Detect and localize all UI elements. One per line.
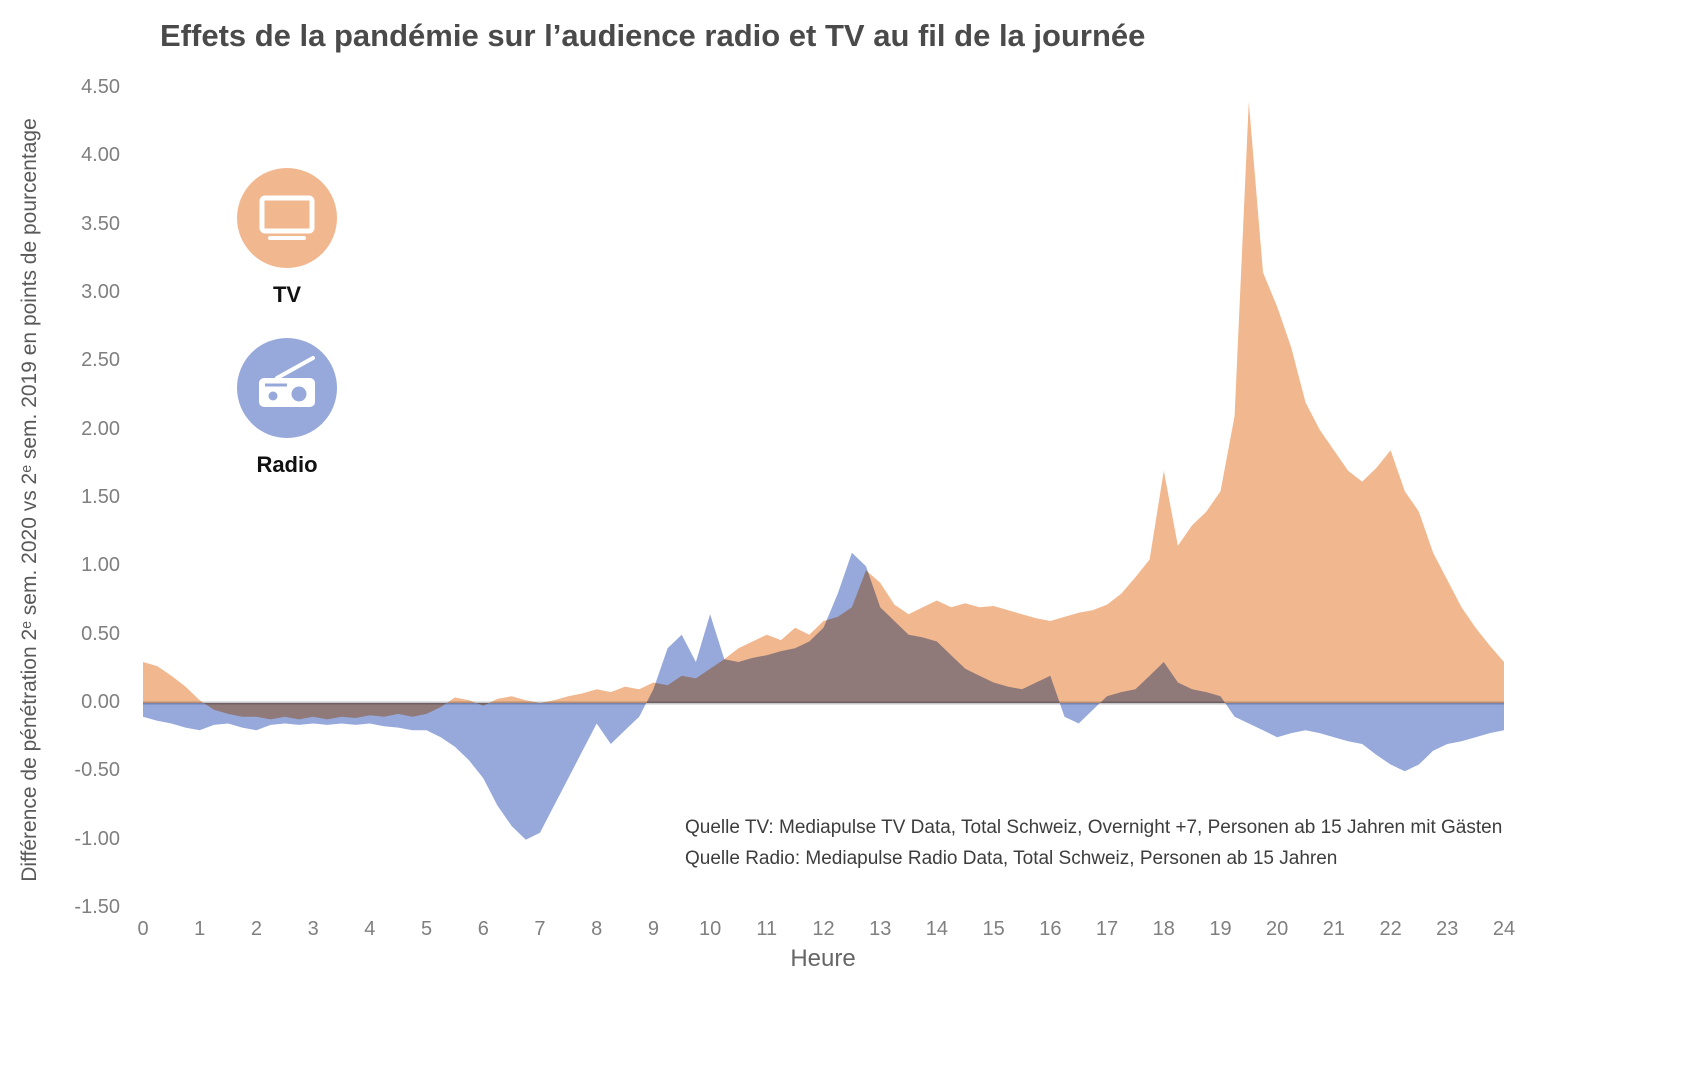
radio-legend-circle [237,338,337,438]
x-tick-label: 3 [307,918,319,940]
x-tick-label: 15 [982,918,1005,940]
tv-area-series [143,101,1504,720]
source-note-radio: Quelle Radio: Mediapulse Radio Data, Tot… [685,848,1338,869]
x-axis-title: Heure [790,945,856,972]
x-tick-label: 10 [698,918,722,940]
x-tick-label: 4 [364,918,376,940]
y-tick-label: 3.00 [81,281,120,303]
x-tick-label: 14 [925,918,949,940]
tv-legend-label: TV [272,282,302,307]
legend-item-radio: Radio [232,338,342,478]
x-tick-label: 2 [250,918,262,940]
x-tick-label: 1 [194,918,206,940]
legend: TV Radio [232,168,342,508]
x-tick-label: 11 [756,918,778,940]
source-note-tv: Quelle TV: Mediapulse TV Data, Total Sch… [685,817,1503,838]
x-tick-label: 18 [1152,918,1175,940]
y-tick-label: 4.00 [81,144,120,167]
radio-legend-label: Radio [256,452,318,477]
y-tick-label: 0.00 [81,691,120,713]
x-tick-label: 16 [1039,918,1062,940]
y-tick-label: 3.50 [81,212,120,235]
y-tick-label: -1.50 [74,896,120,918]
y-tick-label: -0.50 [74,759,120,782]
y-tick-label: 1.00 [81,554,120,577]
x-tick-label: 23 [1436,918,1459,940]
y-tick-label: -1.00 [74,827,120,850]
radio-area-series [143,552,1504,840]
x-tick-label: 5 [420,918,433,940]
x-tick-label: 9 [647,918,659,940]
tv-legend-circle [237,168,337,268]
y-tick-label: 1.50 [81,486,120,508]
x-tick-label: 24 [1492,918,1516,940]
x-tick-label: 20 [1266,918,1289,940]
x-tick-label: 7 [534,918,546,940]
x-tick-label: 6 [477,918,489,940]
radio-icon [259,356,315,407]
y-tick-label: 2.50 [81,349,120,372]
y-tick-label: 2.00 [81,417,120,440]
legend-item-tv: TV [232,168,342,308]
x-tick-label: 22 [1379,918,1402,940]
y-tick-label: 0.50 [81,622,120,645]
chart-title: Effets de la pandémie sur l’audience rad… [160,18,1146,53]
x-tick-label: 0 [137,918,149,940]
source-notes: Quelle TV: Mediapulse TV Data, Total Sch… [685,812,1502,874]
x-tick-label: 19 [1209,918,1232,940]
y-tick-label: 4.50 [81,76,120,98]
x-tick-label: 21 [1322,918,1345,940]
x-tick-label: 17 [1095,918,1119,940]
x-tick-label: 8 [591,918,603,940]
x-tick-label: 13 [869,918,892,940]
x-tick-label: 12 [812,918,835,940]
tv-icon [259,195,315,240]
